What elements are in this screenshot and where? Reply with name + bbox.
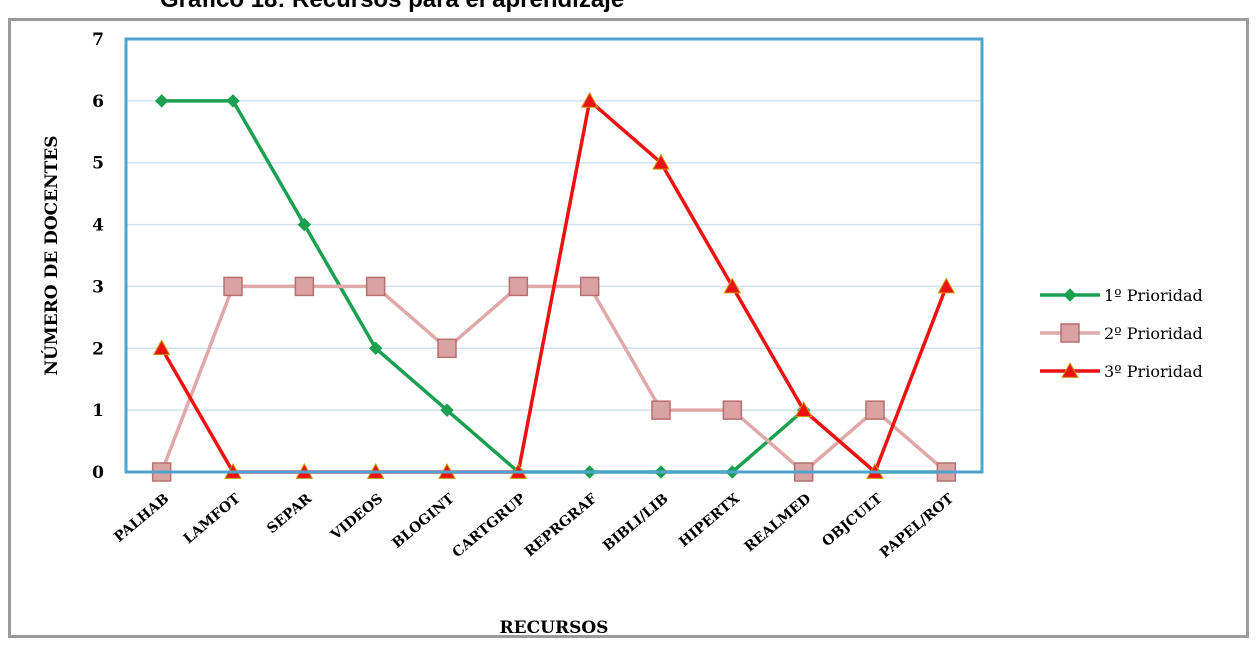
chart-frame [8,18,1249,638]
data-point [440,403,454,417]
x-tick-label: REALMED [742,491,815,556]
data-point [508,276,529,297]
x-tick-label: CARTGRUP [450,491,530,562]
x-tick-label: VIDEOS [327,491,386,544]
y-tick-label: 2 [92,339,104,359]
y-tick-label: 0 [92,463,104,483]
legend-item: 2º Prioridad [1040,323,1203,343]
data-point [723,277,742,294]
x-tick-label: BIBLI/LIB [600,491,672,555]
data-point [368,341,383,355]
chart-title: Gráfico 18: Recursos para el aprendizaje [160,0,624,14]
y-tick-label: 4 [92,216,104,236]
data-point [937,277,956,294]
x-tick-label: HIPERTX [676,491,743,551]
data-point [223,276,243,297]
data-point [794,401,813,418]
x-tick-label: LAMFOT [181,490,244,547]
data-point [437,338,457,359]
plot-area-border [124,37,984,474]
data-point [365,276,386,297]
series-2 [151,276,957,482]
y-axis-label: NÚMERO DE DOCENTES [41,135,62,375]
data-point [865,400,885,420]
legend-label: 1º Prioridad [1104,286,1203,305]
data-point [226,94,240,108]
x-axis-label: RECURSOS [500,618,609,638]
x-axis-ticks: PALHAB LAMFOT SEPAR VIDEOS BLOGINTCARTGRUPRE… [111,490,957,561]
legend-marker [1061,361,1079,378]
y-tick-label: 3 [92,277,104,297]
data-point [152,339,171,356]
y-tick-label: 6 [92,92,104,112]
x-tick-label: BLOGINT [389,490,458,551]
y-tick-label: 1 [92,401,104,421]
legend-item: 3º Prioridad [1040,361,1203,381]
data-point [579,276,600,297]
data-point [297,217,312,232]
data-point [651,400,671,420]
legend-label: 3º Prioridad [1104,362,1203,381]
legend-item: 1º Prioridad [1040,286,1203,305]
legend-marker [1060,323,1080,343]
x-tick-label: OBJCULT [819,490,886,550]
data-point [580,91,599,108]
y-tick-label: 7 [92,30,104,50]
x-tick-label: PAPEL/ROT [877,490,957,561]
data-point [652,153,670,170]
legend: 1º Prioridad 2º Prioridad 3º Prioridad [1040,286,1203,381]
x-tick-label: SEPAR [264,491,315,537]
x-tick-label: REPRGRAF [522,491,600,560]
y-axis-ticks: 0 1 2 3 4 5 6 7 [92,30,104,483]
legend-label: 2º Prioridad [1104,324,1203,343]
data-point [294,276,315,297]
data-point [722,400,743,420]
y-tick-label: 5 [92,154,104,174]
legend-marker [1063,288,1077,302]
data-point [154,94,169,108]
x-tick-label: PALHAB [111,491,172,546]
series-line [160,284,948,474]
